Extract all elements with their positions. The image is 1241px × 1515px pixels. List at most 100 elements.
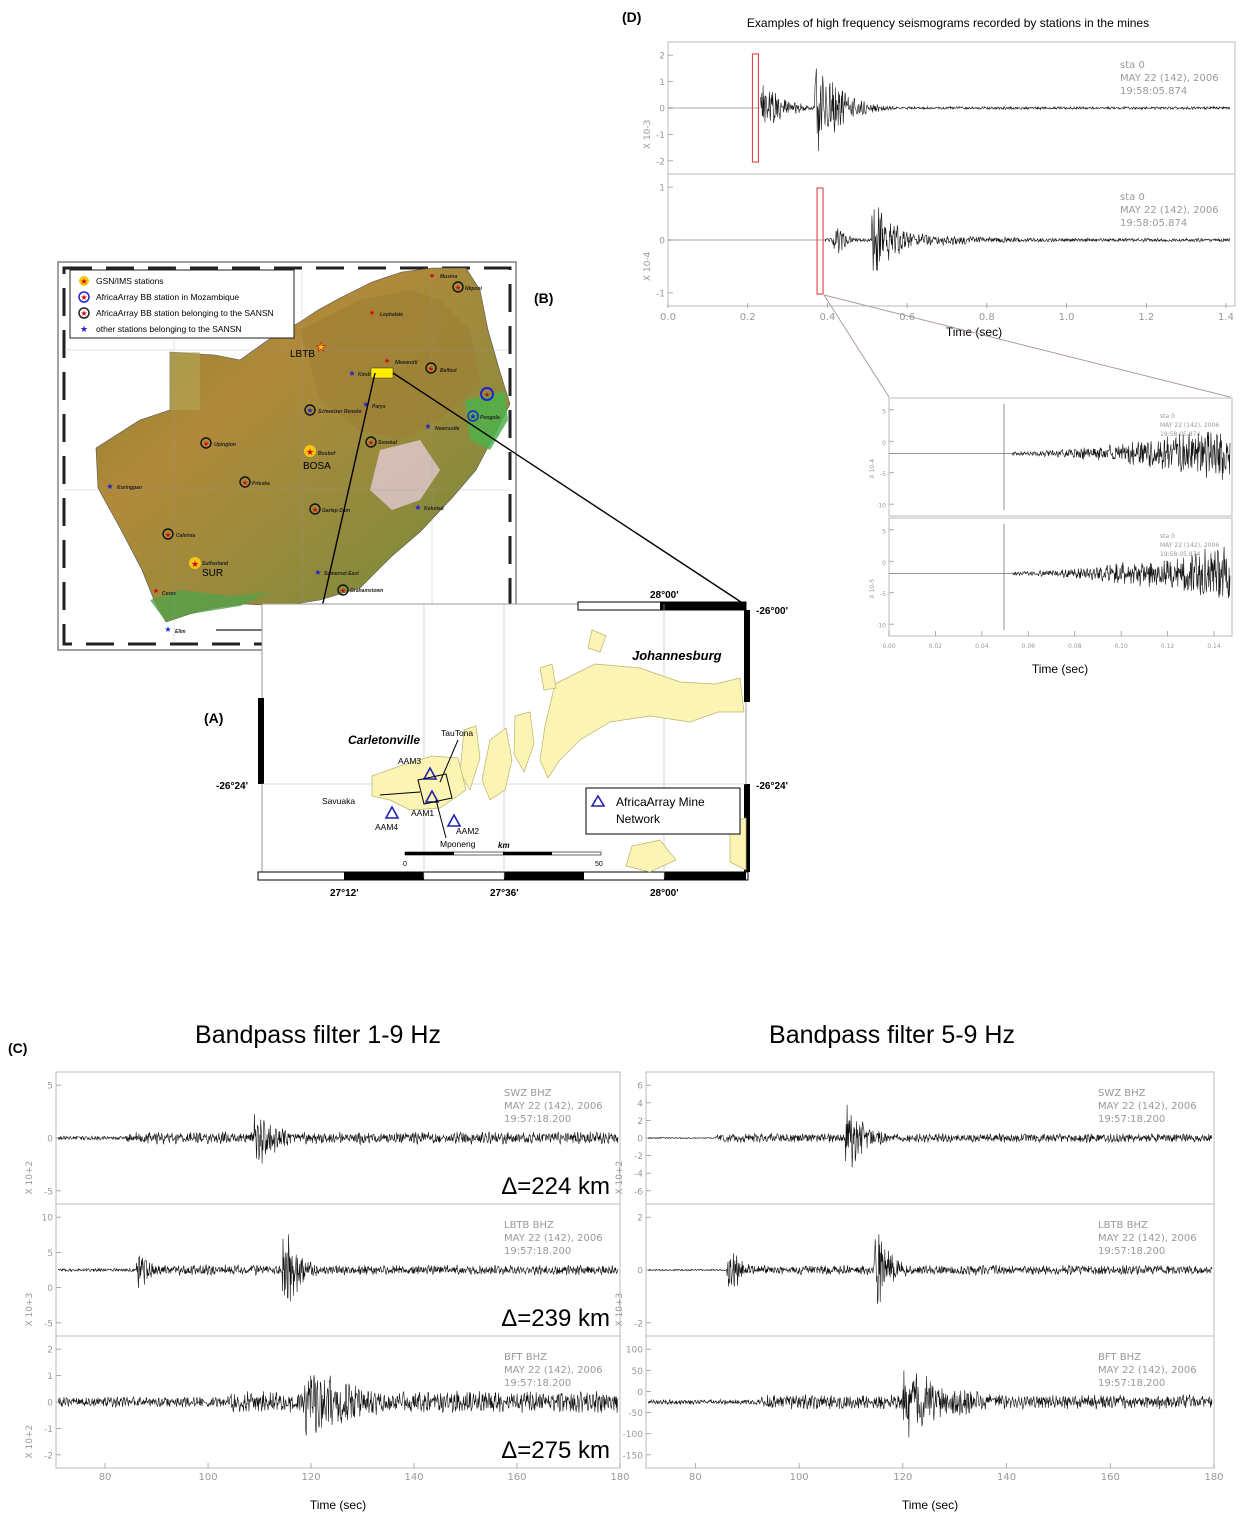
svg-text:Gariep Dam: Gariep Dam [322,508,351,514]
svg-text:★: ★ [80,324,88,334]
svg-text:★: ★ [368,439,374,447]
seis-c-left-2-ytick: 0 [47,1284,53,1294]
label-mponeng: Mponeng [440,839,476,849]
label-sur: SUR [202,568,223,579]
svg-text:★: ★ [80,309,87,318]
seis-c-right-title: Bandpass filter 5-9 Hz [769,1021,1015,1049]
seis-zoom-xtick: 0.02 [929,643,943,650]
svg-text:Pongola: Pongola [480,415,500,421]
seis-c-left-xtick: 80 [99,1472,112,1483]
seis-d-2-ytick: 1 [659,184,665,194]
seis-d-xtick: 1.0 [1059,312,1075,323]
trace-date: MAY 22 (142), 2006 [1098,1365,1197,1376]
trace-time: 19:57:18.200 [1098,1246,1165,1257]
trace-time: 19:58:05.874 [1160,551,1200,558]
seis-zoom-trace-1 [888,397,1233,517]
trace-station: SWZ BHZ [504,1088,552,1099]
label-bosa: BOSA [303,461,331,472]
seis-c-left-3-ytick: 0 [47,1399,53,1409]
seis-c-right-3-ytick: -100 [623,1430,644,1440]
svg-text:★: ★ [348,369,355,378]
seismogram-panel-c-right: 6 4 2 0 -2 -4 -6 X 10+2 SWZ BHZ MAY 22 (142), 200… [615,1071,1224,1512]
legend-mozambique: ★ AfricaArray BB station in Mozambique [78,291,239,303]
legend-gsn-text: GSN/IMS stations [96,276,164,286]
seis-c-right-1-ytick: -2 [634,1152,643,1162]
svg-text:★: ★ [306,447,314,457]
seis-c-right-xtick: 80 [689,1472,702,1483]
svg-text:Newcastle: Newcastle [435,426,460,432]
seis-c-right-waveform-1 [647,1104,1213,1168]
pick-window-2 [816,187,824,295]
seis-zoom-2-ytick: 5 [882,528,886,535]
seis-d-1-ytick: 2 [659,52,665,62]
svg-text:Nkwaruiti: Nkwaruiti [395,360,418,366]
seis-zoom-xtick: 0.12 [1161,643,1175,650]
bb-stations [162,281,494,596]
seis-zoom-xlabel: Time (sec) [1032,662,1088,676]
seis-c-left-xtick: 100 [199,1472,218,1483]
trace-station: BFT BHZ [504,1352,547,1363]
seis-c-right-xtick: 160 [1101,1472,1120,1483]
svg-text:Kimberley: Kimberley [358,372,382,378]
seis-c-right-1-ytick: 6 [637,1082,643,1092]
svg-text:★: ★ [165,531,171,539]
svg-text:★: ★ [316,340,327,354]
svg-text:★: ★ [384,357,390,365]
seis-d-waveform-1 [760,68,1231,152]
svg-text:★: ★ [428,365,434,373]
seis-c-right-waveform-2 [647,1234,1213,1304]
seis-d-title: Examples of high frequency seismograms r… [747,16,1149,30]
seis-c-right-xlabel: Time (sec) [902,1498,958,1512]
trace-date: MAY 22 (142), 2006 [504,1365,603,1376]
seis-zoom-1-ytick: 0 [882,440,886,447]
seis-c-right-xtick: 140 [997,1472,1016,1483]
trace-station: sta 0 [1120,192,1145,203]
map-b-places: Musina Nkponi Lephalale Nkwaruiti Belfas… [117,274,500,635]
lon-tick-2: 27°36' [490,888,519,899]
svg-text:★: ★ [306,406,313,415]
scale-max: 50 [595,861,603,868]
epicentral-distance-1: Δ=224 km [501,1173,610,1200]
seis-c-right-1-ytick: 0 [637,1135,643,1145]
svg-text:★: ★ [369,309,375,317]
scale-min: 0 [403,861,407,868]
svg-text:★: ★ [153,587,159,595]
seis-d-2-ytick: 0 [659,237,665,247]
svg-text:Elim: Elim [175,629,186,635]
svg-text:★: ★ [191,559,199,569]
seis-c-right-2-ytick: 0 [637,1267,643,1277]
trace-time: 19:58:05.874 [1160,431,1200,438]
y-exponent: X 10+2 [25,1161,35,1195]
station-sur: ★ SUR [189,557,223,579]
label-aam2: AAM2 [456,826,479,836]
seis-c-left-3-ytick: -2 [44,1451,53,1461]
seis-zoom-1-ytick: -5 [880,471,886,478]
svg-text:★: ★ [314,568,321,577]
legend-sansn-bb: ★ AfricaArray BB station belonging to th… [78,307,274,319]
svg-text:★: ★ [362,400,369,409]
trace-station: BFT BHZ [1098,1352,1141,1363]
seis-c-left-xtick: 180 [610,1472,629,1483]
seis-c-right-1-ytick: -6 [634,1187,643,1197]
seis-c-left-xtick: 160 [507,1472,526,1483]
seis-c-left-3-ytick: -1 [44,1425,53,1435]
y-exponent: X 10+2 [25,1425,35,1459]
svg-text:Musina: Musina [440,274,457,280]
trace-date: MAY 22 (142), 2006 [1120,205,1219,216]
seis-c-left-2-ytick: 10 [42,1214,54,1224]
trace-time: 19:57:18.200 [1098,1378,1165,1389]
seis-c-left-1-ytick: -5 [44,1187,53,1197]
panel-label-d: (D) [622,9,641,25]
seis-c-left-xtick: 120 [301,1472,320,1483]
trace-time: 19:57:18.200 [1098,1114,1165,1125]
legend-mozambique-text: AfricaArray BB station in Mozambique [96,292,239,302]
seis-d-waveform-2 [824,207,1231,271]
seis-zoom-2-ytick: 0 [882,560,886,567]
svg-text:★: ★ [414,503,421,512]
label-lbtb: LBTB [290,349,315,360]
panel-label-b: (B) [534,290,553,306]
seis-c-left-3-ytick: 2 [47,1346,53,1356]
seis-d-1-ytick: 1 [659,78,665,88]
svg-text:★: ★ [484,391,490,399]
epicentral-distance-2: Δ=239 km [501,1305,610,1332]
